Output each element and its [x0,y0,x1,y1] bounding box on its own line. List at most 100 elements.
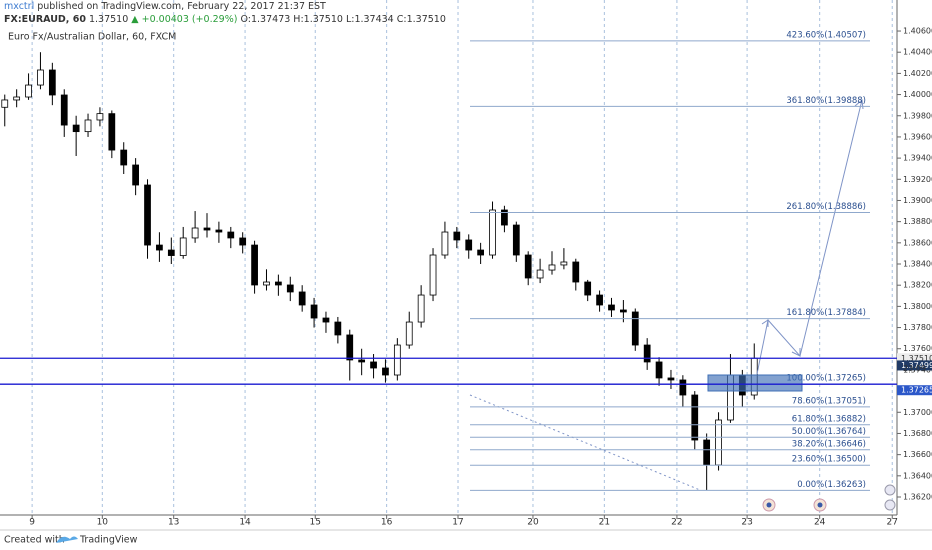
x-tick-label: 9 [29,518,35,528]
price-tag-label: 1.37265 [901,386,932,395]
y-tick-label: 1.36800 [903,429,932,438]
candle-body [310,304,318,319]
candle-body [72,124,80,133]
candle-body [239,237,247,246]
arrow-head [791,348,801,357]
ohlc: O:1.37473 H:1.37510 L:1.37434 C:1.37510 [240,14,445,25]
y-tick-label: 1.38200 [903,281,932,290]
author[interactable]: mxctrl [4,1,34,12]
y-tick-label: 1.39000 [903,196,932,205]
x-tick-label: 20 [527,518,539,528]
y-tick-label: 1.39800 [903,111,932,120]
candle-body [631,311,639,346]
drawings: 423.60%(1.40507) 361.80%(1.39888) 261.80%(… [0,30,897,512]
candle-body [655,361,663,379]
y-tick-label: 1.39400 [903,154,932,163]
candle-body [524,254,532,279]
candle-body [132,164,139,186]
candle-body [548,264,556,271]
candle-body [48,69,56,96]
price-tag [897,360,932,371]
candle-body [477,249,484,256]
candle-body [227,231,235,239]
x-tick-label: 16 [381,518,393,528]
candle-body [322,317,330,323]
candle-body [215,229,223,233]
candle-body [144,184,151,246]
candle-body [715,419,722,466]
candle-body [156,244,163,251]
fib-label: 261.80%(1.38886) [786,202,866,212]
fib-label: 38.20%(1.36646) [792,439,866,449]
candle-body [346,334,354,361]
candle-body [370,361,377,369]
candle-body [620,309,627,313]
event-icon[interactable] [884,499,896,511]
candle-body [203,227,211,231]
footer-brand[interactable]: TradingView [79,535,138,546]
y-tick-label: 1.39600 [903,132,932,141]
candle-body [298,291,306,306]
grid [31,0,893,515]
x-tick-label: 23 [741,518,752,528]
fib-label: 361.80%(1.39888) [786,96,866,106]
header-line: mxctrl published on TradingView.com, Feb… [4,1,326,12]
x-tick-label: 24 [814,518,826,528]
arrow-head [761,319,769,327]
projection-path [756,99,863,375]
x-tick-label: 17 [452,518,463,528]
published: published on TradingView.com, February 2… [37,1,326,12]
candle-body [84,119,92,133]
y-tick-label: 1.38000 [903,302,932,311]
fib-label: 50.00%(1.36764) [792,427,866,437]
countdown: 23:09 [903,364,926,373]
candle-body [691,394,699,441]
candle-body [465,239,473,251]
y-tick-label: 1.37600 [903,344,932,353]
fib-label: 0.00%(1.36263) [797,480,866,490]
candle-body [13,96,21,101]
candle-body [643,344,651,363]
x-tick-label: 21 [599,518,610,528]
event-icon-dot [766,502,772,508]
y-tick-label: 1.38400 [903,260,932,269]
change: ▲ +0.00403 (+0.29%) [131,14,237,25]
x-tick-label: 27 [887,518,898,528]
y-tick-label: 1.38600 [903,238,932,247]
candle-body [120,149,128,166]
y-tick-label: 1.36200 [903,492,932,501]
candle-body [382,367,389,376]
price-tag-label: 1.37510 [901,354,932,363]
x-tick-label: 22 [671,518,682,528]
fib-label: 61.80%(1.36882) [792,414,866,424]
event-icon[interactable] [884,484,896,496]
candle-body [251,244,258,286]
y-tick-label: 1.39200 [903,175,932,184]
candle-body [584,281,592,296]
candle-body [417,294,425,323]
candle-body [536,269,544,279]
x-tick-label: 10 [97,518,109,528]
candle-body [191,227,199,239]
candle-body [489,209,496,256]
zone-box [707,374,803,392]
candle-body [679,379,687,396]
y-tick-label: 1.37000 [903,408,932,417]
symbol: FX:EURAUD, 60 [4,14,86,25]
y-tick-label: 1.40600 [903,27,932,36]
chart-title: Euro Fx/Australian Dollar, 60, FXCM [8,32,176,43]
price-tag [897,353,932,364]
candle-body [25,84,32,98]
x-tick-label: 13 [168,518,179,528]
candle-body [501,209,508,226]
symbol-line: FX:EURAUD, 60 1.37510 ▲ +0.00403 (+0.29%… [4,14,446,25]
brand-logo [56,536,78,543]
y-tick-label: 1.37800 [903,323,932,332]
fib-label: 23.60%(1.36500) [792,455,866,465]
fib-label: 423.60%(1.40507) [786,30,866,40]
y-tick-label: 1.40000 [903,90,932,99]
candle-body [596,294,603,306]
y-tick-label: 1.40400 [903,48,932,57]
